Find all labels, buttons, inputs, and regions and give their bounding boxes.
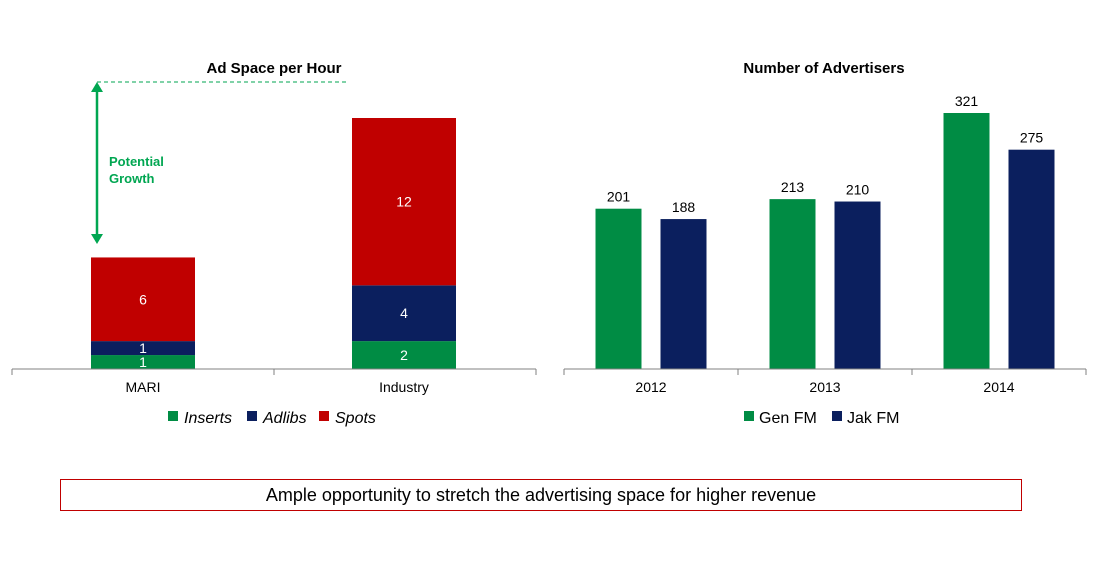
bar-value-label: 1 <box>139 354 147 370</box>
bar-spots-mari <box>91 257 195 342</box>
bar-value-label: 2 <box>400 347 408 363</box>
legend-swatch-jak-fm <box>832 411 842 421</box>
bar-value-label: 213 <box>781 179 805 195</box>
bar-value-label: 1 <box>139 340 147 356</box>
potential-growth-annotation: Potential Growth <box>91 81 348 244</box>
legend-label-adlibs: Adlibs <box>262 410 307 427</box>
bar-value-label: 12 <box>396 194 412 210</box>
advertisers-legend: Gen FM Jak FM <box>744 410 899 427</box>
bar-value-label: 275 <box>1020 130 1044 146</box>
ad-space-bars: 11 6 2 4 12 <box>91 118 456 370</box>
bar-jak-fm-2012 <box>660 219 707 369</box>
bar-gen-fm-2012 <box>595 208 642 369</box>
bar-jak-fm-2013 <box>834 201 881 369</box>
advertisers-category-label: 2014 <box>983 379 1014 395</box>
legend-swatch-adlibs <box>247 411 257 421</box>
callout-text: Ample opportunity to stretch the adverti… <box>265 484 817 505</box>
legend-swatch-inserts <box>168 411 178 421</box>
bar-gen-fm-2013 <box>769 199 816 369</box>
potential-growth-label-line2: Growth <box>109 171 155 186</box>
callout-box: Ample opportunity to stretch the adverti… <box>60 479 1022 511</box>
potential-growth-label-line1: Potential <box>109 154 164 169</box>
legend-label-inserts: Inserts <box>184 410 232 427</box>
legend-label-jak-fm: Jak FM <box>847 410 899 427</box>
bar-jak-fm-2014 <box>1008 149 1055 369</box>
bar-value-label: 321 <box>955 93 979 109</box>
ad-space-legend: Inserts Adlibs Spots <box>168 410 376 427</box>
ad-space-category-label: MARI <box>126 379 161 395</box>
advertisers-chart-title: Number of Advertisers <box>743 60 904 77</box>
bar-value-label: 4 <box>400 305 408 321</box>
growth-arrow-up-icon <box>91 82 103 92</box>
legend-label-gen-fm: Gen FM <box>759 410 817 427</box>
bar-inserts-industry <box>352 341 456 369</box>
ad-space-chart-title: Ad Space per Hour <box>206 60 341 77</box>
bar-adlibs-industry <box>352 285 456 342</box>
bar-value-label: 210 <box>846 182 870 198</box>
bar-value-label: 201 <box>607 189 631 205</box>
advertisers-category-label: 2013 <box>809 379 840 395</box>
bar-adlibs-mari <box>91 341 195 356</box>
ad-space-category-label: Industry <box>379 379 429 395</box>
advertisers-bars: 201 188 213 210 321 275 <box>595 93 1055 369</box>
bar-value-label: 188 <box>672 199 696 215</box>
legend-swatch-gen-fm <box>744 411 754 421</box>
advertisers-category-label: 2012 <box>635 379 666 395</box>
legend-swatch-spots <box>319 411 329 421</box>
advertisers-chart: Number of Advertisers 201 188 213 210 321 275… <box>563 60 1087 427</box>
legend-label-spots: Spots <box>335 410 376 427</box>
growth-arrow-down-icon <box>91 234 103 244</box>
bar-value-label: 6 <box>139 291 147 307</box>
bar-spots-industry <box>352 118 456 286</box>
bar-gen-fm-2014 <box>943 113 990 369</box>
bar-inserts-mari <box>91 355 195 369</box>
